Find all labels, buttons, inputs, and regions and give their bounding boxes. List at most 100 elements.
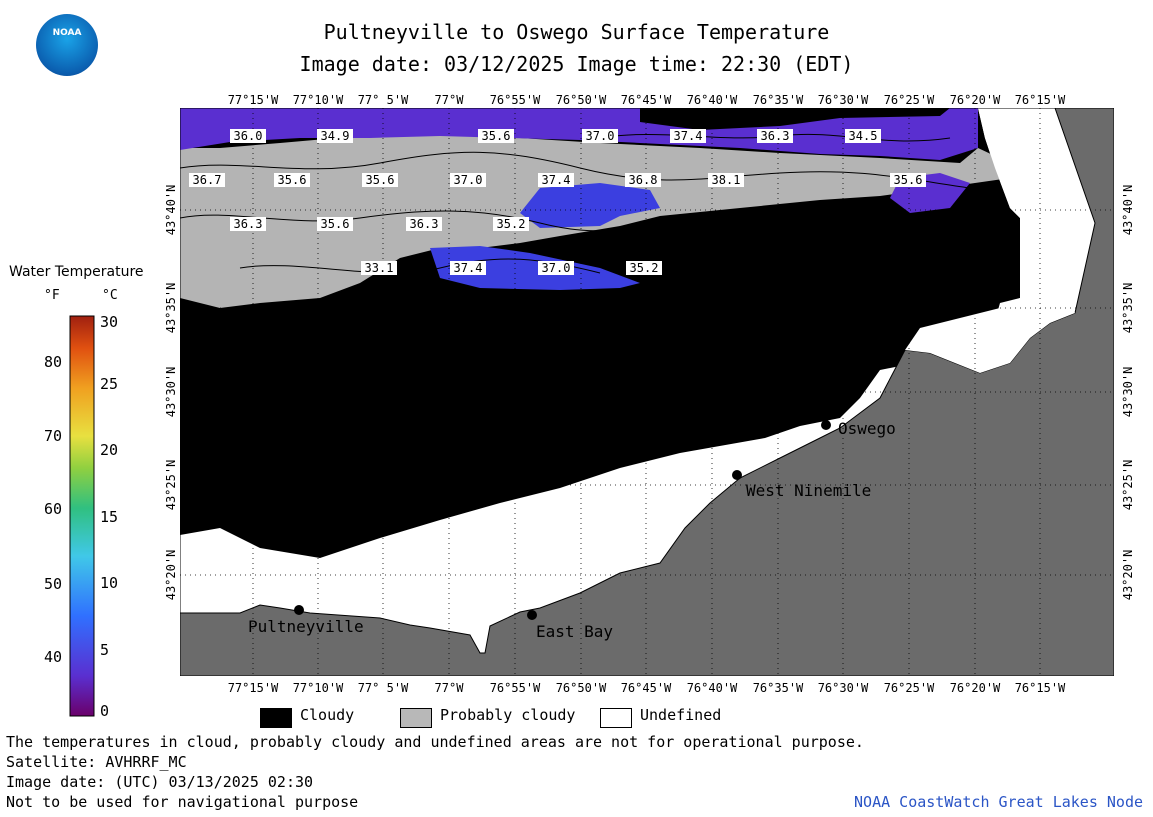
lon-label-bottom: 76°25'W <box>884 681 935 695</box>
lon-label-top: 76°15'W <box>1015 93 1066 107</box>
temp-label: 35.6 <box>321 217 350 231</box>
lat-label-right: 43°40'N <box>1121 185 1135 236</box>
page-subtitle: Image date: 03/12/2025 Image time: 22:30… <box>299 52 854 76</box>
c-tick-label: 0 <box>100 702 109 720</box>
lon-label-top: 76°50'W <box>556 93 607 107</box>
page-title: Pultneyville to Oswego Surface Temperatu… <box>323 20 830 44</box>
lon-label-bottom: 77°10'W <box>293 681 344 695</box>
temp-label-box <box>189 173 225 187</box>
temp-label: 36.3 <box>410 217 439 231</box>
f-tick-label: 60 <box>44 500 62 518</box>
city-marker <box>821 420 831 430</box>
note-utc-date: Image date: (UTC) 03/13/2025 02:30 <box>6 773 314 791</box>
temp-label-box <box>670 129 706 143</box>
water-blue-2 <box>430 246 640 290</box>
temp-label: 35.6 <box>366 173 395 187</box>
lon-label-bottom: 77°W <box>435 681 465 695</box>
temp-label-box <box>582 129 618 143</box>
temp-label-box <box>757 129 793 143</box>
temp-label-box <box>708 173 744 187</box>
temp-label: 35.2 <box>497 217 526 231</box>
lon-label-top: 77°15'W <box>228 93 279 107</box>
lat-label-right: 43°25'N <box>1121 460 1135 511</box>
lon-label-bottom: 76°35'W <box>753 681 804 695</box>
temp-label: 36.0 <box>234 129 263 143</box>
temp-label: 36.7 <box>193 173 222 187</box>
temp-label: 36.8 <box>629 173 658 187</box>
temp-label-box <box>626 261 662 275</box>
lon-label-bottom: 76°20'W <box>950 681 1001 695</box>
temp-label-box <box>625 173 661 187</box>
temp-label: 38.1 <box>712 173 741 187</box>
legend-cloudy: Cloudy <box>300 706 355 724</box>
temp-label-box <box>478 129 514 143</box>
temp-label-box <box>362 173 398 187</box>
c-tick-label: 30 <box>100 313 118 331</box>
lat-label-left: 43°35'N <box>164 283 178 334</box>
lat-label-right: 43°35'N <box>1121 283 1135 334</box>
city-marker <box>294 605 304 615</box>
lon-label-top: 76°30'W <box>818 93 869 107</box>
city-marker <box>732 470 742 480</box>
city-label: West Ninemile <box>746 481 871 500</box>
legend-undefined: Undefined <box>640 706 722 724</box>
temp-label: 37.0 <box>586 129 615 143</box>
f-tick-label: 40 <box>44 648 62 666</box>
f-tick-label: 80 <box>44 353 62 371</box>
lon-label-bottom: 77° 5'W <box>358 681 409 695</box>
lon-label-bottom: 76°45'W <box>621 681 672 695</box>
swatch-cloudy <box>260 708 292 728</box>
temp-label: 37.4 <box>542 173 571 187</box>
lon-label-top: 76°25'W <box>884 93 935 107</box>
swatch-probably-cloudy <box>400 708 432 728</box>
c-tick-label: 20 <box>100 441 118 459</box>
temp-label-box <box>317 129 353 143</box>
temp-label-box <box>230 129 266 143</box>
lon-label-top: 77°W <box>435 93 465 107</box>
c-tick-label: 10 <box>100 574 118 592</box>
lat-label-left: 43°20'N <box>164 550 178 601</box>
lat-label-left: 43°40'N <box>164 185 178 236</box>
legend-title: Water Temperature <box>9 264 144 280</box>
credit: NOAA CoastWatch Great Lakes Node <box>854 793 1143 811</box>
temp-label: 33.1 <box>365 261 394 275</box>
lon-label-top: 76°55'W <box>490 93 541 107</box>
c-tick-label: 15 <box>100 508 118 526</box>
legend-probably-cloudy: Probably cloudy <box>440 706 576 724</box>
f-tick-label: 50 <box>44 575 62 593</box>
f-tick-label: 70 <box>44 427 62 445</box>
lon-label-top: 77° 5'W <box>358 93 409 107</box>
temp-label-box <box>406 217 442 231</box>
note-navigation: Not to be used for navigational purpose <box>6 793 359 811</box>
lon-label-top: 77°10'W <box>293 93 344 107</box>
swatch-undefined <box>600 708 632 728</box>
logo-text: NOAA <box>52 28 82 38</box>
temp-label-box <box>538 173 574 187</box>
temp-label-box <box>450 173 486 187</box>
c-tick-label: 25 <box>100 375 118 393</box>
temp-label-box <box>230 217 266 231</box>
temp-label: 34.5 <box>849 129 878 143</box>
temp-label: 35.6 <box>894 173 923 187</box>
lon-label-top: 76°20'W <box>950 93 1001 107</box>
lat-label-right: 43°30'N <box>1121 367 1135 418</box>
scale-bar <box>69 315 95 717</box>
lat-label-left: 43°25'N <box>164 460 178 511</box>
note-satellite: Satellite: AVHRRF_MC <box>6 753 187 771</box>
temp-label: 36.3 <box>761 129 790 143</box>
land-area <box>179 107 1115 677</box>
city-label: East Bay <box>536 622 613 641</box>
lat-label-right: 43°20'N <box>1121 550 1135 601</box>
temp-label-box <box>845 129 881 143</box>
water-blue <box>520 183 660 228</box>
note-operational: The temperatures in cloud, probably clou… <box>6 733 864 751</box>
lon-label-top: 76°45'W <box>621 93 672 107</box>
temp-label-box <box>274 173 310 187</box>
temp-label: 37.0 <box>454 173 483 187</box>
temp-label: 36.3 <box>234 217 263 231</box>
temp-label-box <box>450 261 486 275</box>
water-purple <box>180 108 978 160</box>
temp-label: 35.6 <box>278 173 307 187</box>
